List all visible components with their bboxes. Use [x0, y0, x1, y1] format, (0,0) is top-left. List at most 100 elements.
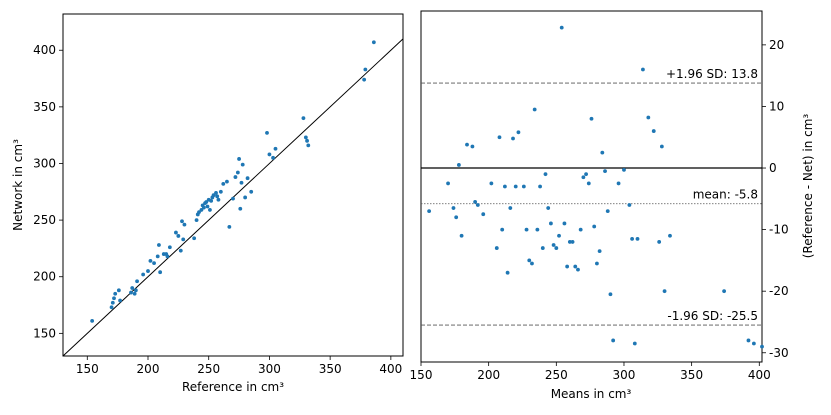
data-point	[535, 227, 540, 232]
y-tick-label: -10	[769, 223, 789, 237]
x-tick-label: 400	[748, 368, 771, 382]
data-point	[178, 248, 183, 253]
data-point	[225, 179, 229, 184]
x-tick-label: 300	[258, 362, 281, 376]
y-tick-label: 200	[33, 270, 56, 284]
data-point	[662, 289, 667, 294]
data-point	[576, 267, 580, 272]
data-point	[141, 272, 146, 277]
data-point	[589, 116, 594, 121]
data-point	[465, 142, 469, 147]
data-point	[578, 227, 583, 232]
data-point	[157, 243, 161, 247]
y-tick-label: -30	[769, 346, 789, 360]
data-point	[511, 136, 515, 141]
data-point	[211, 193, 216, 198]
scatter-plot-network-vs-reference: 150 200 250 300 350 400 150 200 250 300 350 400 Re…	[11, 13, 404, 394]
right-y-ticks: -30 -20 -10 0 10 20	[762, 38, 789, 360]
data-point	[158, 270, 163, 275]
data-point	[118, 298, 122, 303]
data-point	[513, 184, 518, 189]
data-point	[540, 246, 545, 250]
left-points	[90, 40, 376, 323]
y-tick-label: 400	[33, 43, 56, 57]
data-point	[180, 219, 184, 224]
data-point	[543, 172, 548, 177]
data-point	[554, 246, 559, 250]
data-point	[573, 264, 578, 269]
data-point	[524, 227, 529, 232]
data-point	[546, 206, 551, 210]
data-point	[112, 296, 116, 301]
data-point	[521, 184, 526, 189]
y-tick-label: 250	[33, 213, 56, 227]
data-point	[265, 131, 269, 135]
data-point	[584, 172, 588, 177]
y-tick-label: 20	[769, 38, 784, 52]
data-point	[454, 215, 459, 220]
left-x-axis-label: Reference in cm³	[182, 380, 284, 394]
data-point	[557, 233, 561, 238]
data-point	[481, 212, 486, 217]
x-tick-label: 200	[477, 368, 500, 382]
data-point	[231, 196, 235, 201]
data-point	[201, 205, 206, 210]
data-point	[240, 162, 245, 167]
data-point	[132, 291, 137, 296]
data-point	[204, 200, 209, 204]
data-point	[657, 240, 662, 244]
data-point	[603, 169, 607, 174]
data-point	[427, 209, 432, 214]
data-point	[751, 341, 756, 346]
data-point	[371, 40, 376, 45]
data-point	[595, 261, 599, 266]
x-tick-label: 250	[197, 362, 220, 376]
data-point	[221, 181, 226, 186]
x-tick-label: 250	[545, 368, 568, 382]
data-point	[233, 175, 238, 179]
y-tick-label: 350	[33, 100, 56, 114]
data-point	[538, 184, 542, 189]
data-point	[362, 77, 367, 82]
data-point	[505, 270, 510, 275]
data-point	[135, 279, 139, 284]
data-point	[235, 170, 240, 175]
right-points	[427, 25, 764, 349]
data-point	[192, 236, 197, 241]
data-point	[194, 218, 199, 223]
data-point	[239, 180, 244, 185]
data-point	[494, 246, 499, 250]
data-point	[632, 341, 637, 346]
data-point	[197, 210, 201, 215]
x-tick-label: 400	[379, 362, 402, 376]
right-x-axis-label: Means in cm³	[551, 387, 632, 401]
data-point	[152, 261, 156, 266]
data-point	[627, 203, 632, 207]
left-plot-frame	[62, 13, 404, 357]
data-point	[516, 130, 521, 135]
data-point	[746, 338, 751, 343]
data-point	[181, 237, 186, 242]
data-point	[592, 224, 597, 229]
data-point	[459, 233, 464, 238]
data-point	[146, 269, 150, 273]
data-point	[214, 191, 218, 195]
x-tick-label: 200	[137, 362, 160, 376]
data-point	[267, 152, 272, 157]
data-point	[559, 25, 564, 30]
left-x-ticks: 150 200 250 300 350 400	[76, 356, 402, 376]
data-point	[249, 189, 254, 194]
data-point	[527, 258, 532, 263]
data-point	[622, 167, 626, 172]
data-point	[215, 194, 220, 199]
data-point	[273, 146, 278, 151]
y-tick-label: 300	[33, 156, 56, 170]
data-point	[565, 264, 570, 269]
data-point	[130, 286, 135, 290]
data-point	[608, 292, 613, 297]
x-tick-label: 350	[680, 368, 703, 382]
data-point	[570, 240, 575, 244]
data-point	[148, 258, 153, 263]
reference-line-label: mean: -5.8	[693, 188, 758, 202]
y-tick-label: 150	[33, 326, 56, 340]
